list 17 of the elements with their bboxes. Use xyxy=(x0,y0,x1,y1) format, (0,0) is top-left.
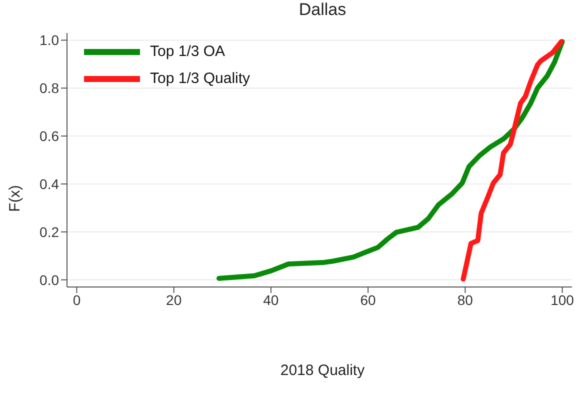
x-tick-label: 80 xyxy=(457,292,474,308)
x-tick-label: 40 xyxy=(263,292,279,308)
x-tick-label: 0 xyxy=(72,292,81,308)
y-tick-label: 0.8 xyxy=(40,80,60,96)
x-tick-label: 20 xyxy=(166,292,182,308)
y-tick-label: 0.4 xyxy=(40,176,60,192)
legend-label: Top 1/3 OA xyxy=(150,43,226,60)
y-axis-title: F(x) xyxy=(6,184,24,214)
y-tick-label: 1.0 xyxy=(40,32,60,48)
y-tick-label: 0.6 xyxy=(40,128,60,144)
x-axis-title: 2018 Quality xyxy=(279,362,366,379)
chart-title: Dallas xyxy=(298,0,348,20)
y-tick-label: 0.0 xyxy=(40,272,60,288)
y-tick-label: 0.2 xyxy=(40,224,60,240)
legend-label: Top 1/3 Quality xyxy=(150,70,250,87)
x-tick-label: 100 xyxy=(550,292,574,308)
x-tick-label: 60 xyxy=(360,292,376,308)
